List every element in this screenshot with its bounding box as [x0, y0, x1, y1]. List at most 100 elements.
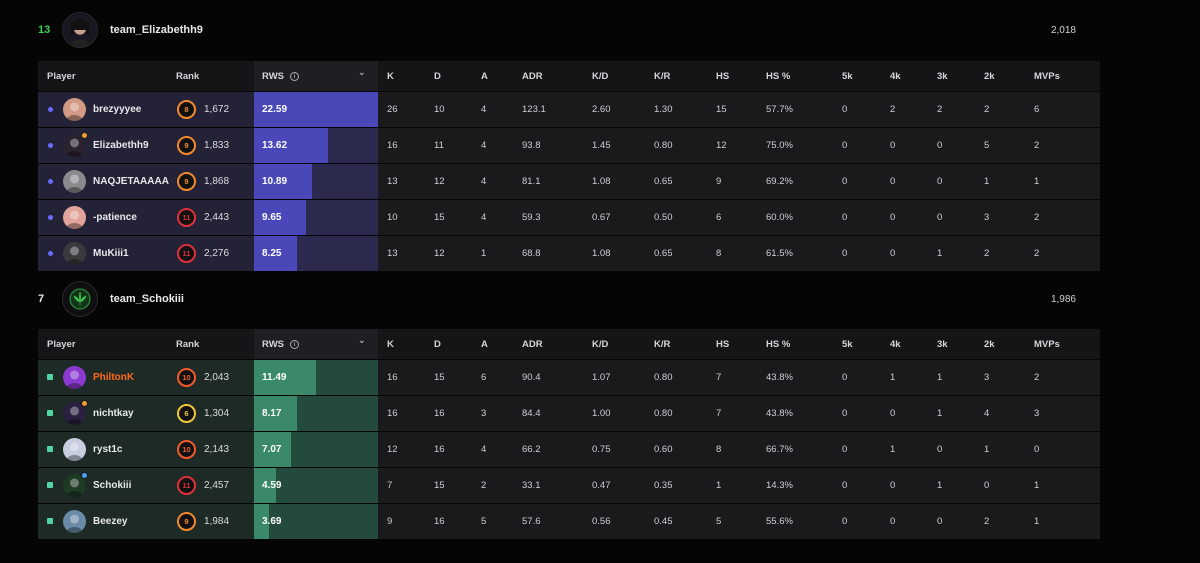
player-name[interactable]: Elizabethh9	[93, 140, 149, 151]
table-header-row: Player Rank RWS i ⌄ K D A ADR K/D K/R HS HS % 5k 4k 3k 2…	[38, 61, 1100, 91]
column-header-k3[interactable]: 3k	[937, 70, 948, 82]
column-header-d[interactable]: D	[434, 70, 441, 82]
team-marker	[48, 107, 53, 112]
column-header-a[interactable]: A	[481, 70, 488, 82]
rws-bar: 9.65	[254, 200, 378, 235]
column-header-rws[interactable]: RWS i	[262, 61, 299, 91]
player-name[interactable]: PhiltonK	[93, 372, 135, 383]
column-header-hs-pct[interactable]: HS %	[766, 338, 791, 350]
player-name[interactable]: MuKiii1	[93, 248, 129, 259]
stat-a: 4	[481, 212, 487, 223]
stat-a: 4	[481, 140, 487, 151]
column-header-hs[interactable]: HS	[716, 70, 730, 82]
column-header-k5[interactable]: 5k	[842, 70, 853, 82]
team-name[interactable]: team_Schokiii	[110, 293, 184, 305]
stat-k3: 0	[937, 212, 943, 223]
player-name[interactable]: -patience	[93, 212, 137, 223]
team-logo[interactable]	[62, 12, 98, 48]
stat-mvps: 6	[1034, 104, 1040, 115]
team-scoreboard-table: Player Rank RWS i ⌄ K D A ADR K/D K/R HS HS % 5k 4k 3k 2…	[38, 61, 1100, 272]
player-row[interactable]: PhiltonK 10 2,043 11.49 16 15 6 90.4 1.07 0.80 7 43…	[38, 360, 1100, 395]
player-avatar[interactable]	[63, 438, 86, 461]
team-name[interactable]: team_Elizabethh9	[110, 24, 203, 36]
player-avatar[interactable]	[63, 206, 86, 229]
info-icon[interactable]: i	[290, 339, 299, 349]
column-header-player[interactable]: Player	[47, 70, 76, 82]
player-name[interactable]: Schokiii	[93, 480, 132, 491]
player-row[interactable]: nichtkay 6 1,304 8.17 16 16 3 84.4 1.00 0.80 7 43.8…	[38, 396, 1100, 431]
chevron-down-icon[interactable]: ⌄	[358, 335, 366, 345]
team-logo[interactable]	[62, 281, 98, 317]
stat-k4: 1	[890, 444, 896, 455]
player-avatar[interactable]	[63, 402, 86, 425]
stat-hs: 12	[716, 140, 727, 151]
column-header-kr[interactable]: K/R	[654, 338, 671, 350]
column-header-kr[interactable]: K/R	[654, 70, 671, 82]
column-header-k[interactable]: K	[387, 338, 394, 350]
column-header-k5[interactable]: 5k	[842, 338, 853, 350]
info-icon[interactable]: i	[290, 71, 299, 81]
skill-level-icon: 6	[177, 404, 196, 423]
rws-bar-fill	[254, 360, 316, 395]
column-header-rank[interactable]: Rank	[176, 338, 200, 350]
player-avatar[interactable]	[63, 134, 86, 157]
column-header-k[interactable]: K	[387, 70, 394, 82]
player-name[interactable]: Beezey	[93, 516, 128, 527]
column-header-k4[interactable]: 4k	[890, 338, 901, 350]
player-avatar[interactable]	[63, 366, 86, 389]
column-header-kd[interactable]: K/D	[592, 338, 609, 350]
stat-d: 12	[434, 176, 445, 187]
player-row[interactable]: Elizabethh9 9 1,833 13.62 16 11 4 93.8 1.45 0.80 1…	[38, 128, 1100, 163]
column-header-player[interactable]: Player	[47, 338, 76, 350]
chevron-down-icon[interactable]: ⌄	[358, 67, 366, 77]
column-header-a[interactable]: A	[481, 338, 488, 350]
stat-k2: 1	[984, 176, 990, 187]
rws-header-cell[interactable]: RWS i ⌄	[254, 329, 378, 359]
player-avatar[interactable]	[63, 170, 86, 193]
stat-mvps: 2	[1034, 212, 1040, 223]
stat-kr: 0.65	[654, 248, 673, 259]
column-header-k4[interactable]: 4k	[890, 70, 901, 82]
column-header-rws[interactable]: RWS i	[262, 329, 299, 359]
stat-adr: 68.8	[522, 248, 541, 259]
player-row[interactable]: brezyyyee 8 1,672 22.59 26 10 4 123.1 2.60 1.30 15…	[38, 92, 1100, 127]
player-avatar[interactable]	[63, 242, 86, 265]
player-row[interactable]: Beezey 9 1,984 3.69 9 16 5 57.6 0.56 0.45 5 55.6% 0 0…	[38, 504, 1100, 539]
column-header-adr[interactable]: ADR	[522, 338, 543, 350]
player-row[interactable]: ryst1c 10 2,143 7.07 12 16 4 66.2 0.75 0.60 8 66.7%…	[38, 432, 1100, 467]
player-row[interactable]: -patience 11 2,443 9.65 10 15 4 59.3 0.67 0.50 6 60…	[38, 200, 1100, 235]
stat-d: 15	[434, 372, 445, 383]
player-name[interactable]: brezyyyee	[93, 104, 142, 115]
player-name[interactable]: NAQJETAAAAA	[93, 176, 169, 187]
column-header-mvps[interactable]: MVPs	[1034, 70, 1060, 82]
stat-k4: 0	[890, 212, 896, 223]
stat-mvps: 2	[1034, 248, 1040, 259]
player-row[interactable]: NAQJETAAAAA 9 1,868 10.89 13 12 4 81.1 1.08 0.65 9…	[38, 164, 1100, 199]
player-row[interactable]: MuKiii1 11 2,276 8.25 13 12 1 68.8 1.08 0.65 8 61.5…	[38, 236, 1100, 271]
column-header-k2[interactable]: 2k	[984, 338, 995, 350]
column-header-d[interactable]: D	[434, 338, 441, 350]
column-header-k3[interactable]: 3k	[937, 338, 948, 350]
column-header-hs-pct[interactable]: HS %	[766, 70, 791, 82]
player-name[interactable]: nichtkay	[93, 408, 134, 419]
column-header-k2[interactable]: 2k	[984, 70, 995, 82]
stat-d: 16	[434, 408, 445, 419]
stat-k5: 0	[842, 480, 848, 491]
column-header-rank[interactable]: Rank	[176, 70, 200, 82]
stat-adr: 66.2	[522, 444, 541, 455]
column-header-adr[interactable]: ADR	[522, 70, 543, 82]
stat-k2: 4	[984, 408, 990, 419]
rws-header-cell[interactable]: RWS i ⌄	[254, 61, 378, 91]
player-avatar[interactable]	[63, 510, 86, 533]
stat-adr: 84.4	[522, 408, 541, 419]
column-header-kd[interactable]: K/D	[592, 70, 609, 82]
player-name[interactable]: ryst1c	[93, 444, 123, 455]
column-header-mvps[interactable]: MVPs	[1034, 338, 1060, 350]
player-avatar[interactable]	[63, 474, 86, 497]
column-header-hs[interactable]: HS	[716, 338, 730, 350]
stat-k3: 0	[937, 140, 943, 151]
player-rws: 10.89	[262, 176, 288, 187]
player-row[interactable]: Schokiii 11 2,457 4.59 7 15 2 33.1 0.47 0.35 1 14.3…	[38, 468, 1100, 503]
player-avatar[interactable]	[63, 98, 86, 121]
stat-k2: 1	[984, 444, 990, 455]
